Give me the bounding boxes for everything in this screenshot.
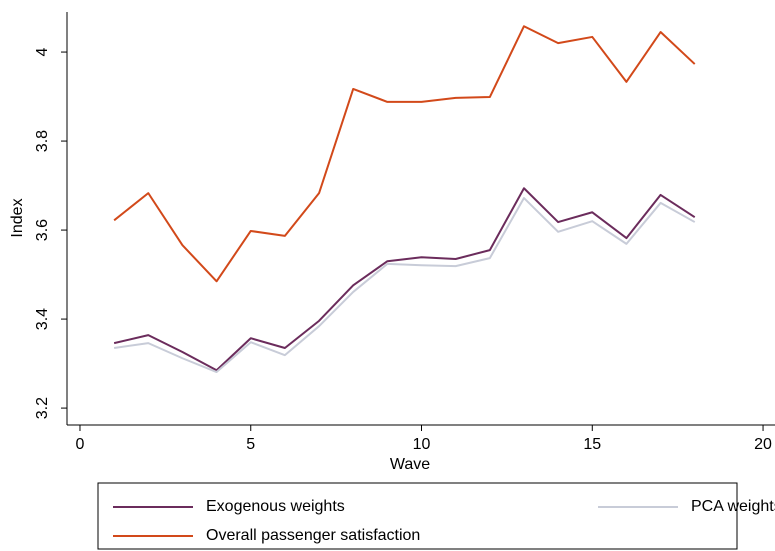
y-tick-label: 3.8 — [34, 130, 51, 152]
y-tick-label: 3.4 — [34, 308, 51, 330]
series-line — [113, 187, 696, 372]
x-tick-label: 20 — [754, 436, 772, 453]
x-tick-label: 5 — [246, 436, 255, 453]
x-tick-label: 15 — [583, 436, 601, 453]
x-tick-label: 0 — [76, 436, 85, 453]
legend-box — [97, 482, 738, 550]
x-axis-label: Wave — [390, 456, 430, 473]
legend-label: PCA weights — [691, 498, 775, 515]
series-line — [113, 25, 696, 283]
series-line — [113, 197, 696, 374]
y-axis-label: Index — [9, 198, 26, 237]
legend-label: Overall passenger satisfaction — [206, 527, 420, 544]
y-tick-label: 3.2 — [34, 397, 51, 419]
x-tick-label: 10 — [413, 436, 431, 453]
y-tick-label: 4 — [34, 48, 51, 57]
legend-label: Exogenous weights — [206, 498, 345, 515]
y-tick-label: 3.6 — [34, 219, 51, 241]
